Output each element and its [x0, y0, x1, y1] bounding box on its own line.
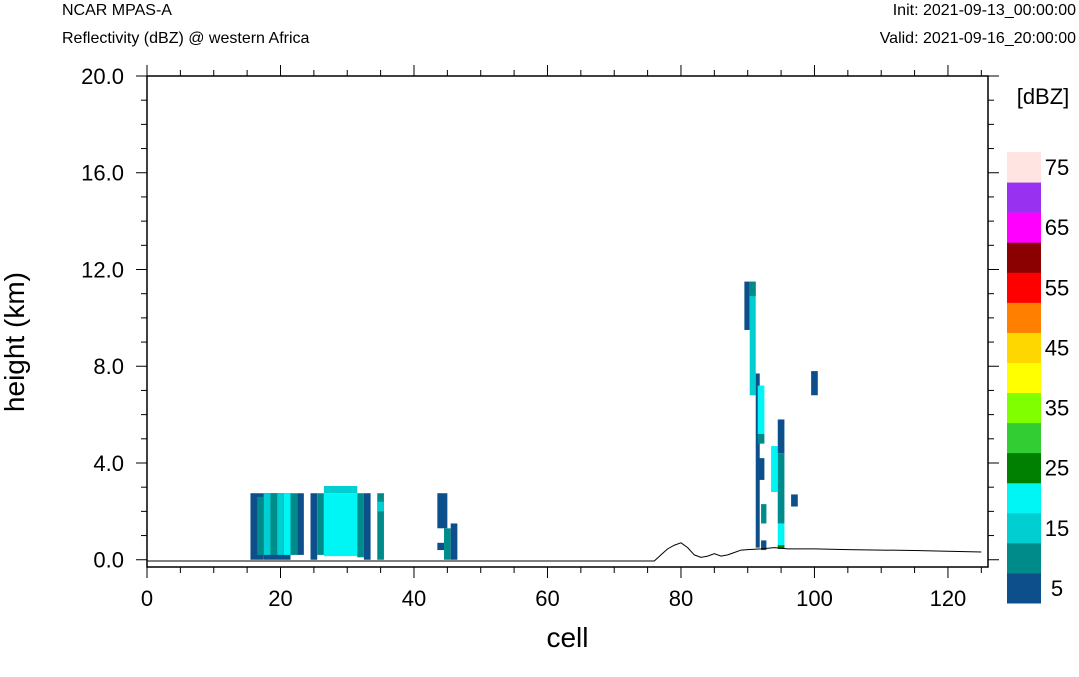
colorbar-swatch [1007, 272, 1041, 303]
colorbar-tick-label: 55 [1045, 275, 1069, 300]
colorbar-tick-label: 35 [1045, 396, 1069, 421]
x-axis-title: cell [546, 622, 588, 653]
reflectivity-cell [749, 281, 756, 297]
reflectivity-cell [270, 493, 278, 555]
reflectivity-cell [257, 496, 264, 555]
colorbar-tick-label: 5 [1051, 576, 1063, 601]
reflectivity-cell [777, 419, 785, 454]
x-axis: 0 20 40 60 80 100 120 [141, 65, 982, 611]
reflectivity-cell [444, 528, 451, 560]
y-tick-label: 16.0 [81, 161, 124, 186]
reflectivity-cell [437, 542, 445, 551]
plot-frame [146, 75, 989, 568]
colorbar-swatch [1007, 212, 1041, 243]
reflectivity-cell [761, 504, 767, 524]
x-tick-label: 20 [268, 586, 292, 611]
valid-time: Valid: 2021-09-16_20:00:00 [879, 30, 1076, 47]
colorbar: 5 15 25 35 45 55 65 75 [dBZ] [1007, 84, 1069, 604]
reflectivity-cell [744, 281, 750, 330]
reflectivity-cell [263, 493, 271, 555]
reflectivity-cell [777, 453, 785, 524]
colorbar-swatch [1007, 362, 1041, 394]
colorbar-swatch [1007, 302, 1041, 333]
reflectivity-cell [323, 493, 358, 557]
x-tick-label: 100 [796, 586, 833, 611]
y-tick-label: 12.0 [81, 257, 124, 282]
reflectivity-cell [310, 493, 318, 560]
colorbar-swatch [1007, 482, 1041, 514]
y-tick-label: 0.0 [93, 548, 124, 573]
colorbar-tick-label: 15 [1045, 516, 1069, 541]
colorbar-title: [dBZ] [1017, 84, 1070, 109]
reflectivity-cell [297, 493, 304, 555]
reflectivity-cell [777, 545, 785, 549]
colorbar-swatch [1007, 392, 1041, 424]
reflectivity-cell [749, 281, 756, 396]
reflectivity-cell [811, 371, 818, 396]
x-tick-label: 0 [141, 586, 153, 611]
terrain-line [147, 542, 982, 562]
reflectivity-cell [283, 493, 291, 555]
colorbar-swatch [1007, 512, 1041, 544]
reflectivity-cell [771, 446, 778, 493]
colorbar-swatch [1007, 422, 1041, 454]
reflectivity-cell [290, 493, 298, 555]
reflectivity-cell [323, 485, 358, 494]
reflectivity-cell [757, 385, 765, 434]
reflectivity-cell [317, 493, 324, 555]
x-tick-label: 80 [669, 586, 693, 611]
colorbar-tick-label: 75 [1045, 155, 1069, 180]
init-time: Init: 2021-09-13_00:00:00 [892, 2, 1076, 19]
y-axis: 0.0 4.0 8.0 12.0 16.0 20.0 [81, 64, 999, 573]
reflectivity-cell [363, 493, 371, 560]
colorbar-swatch [1007, 452, 1041, 484]
x-tick-label: 120 [930, 586, 967, 611]
colorbar-swatch [1007, 542, 1041, 574]
field-title: Reflectivity (dBZ) @ western Africa [62, 30, 310, 47]
y-tick-label: 4.0 [93, 451, 124, 476]
y-axis-title: height (km) [0, 272, 30, 412]
reflectivity-cell [437, 493, 448, 529]
reflectivity-cell [777, 523, 785, 548]
reflectivity-cell [761, 540, 767, 551]
colorbar-tick-label: 45 [1045, 335, 1069, 360]
colorbar-swatch [1007, 152, 1041, 183]
reflectivity-cell [450, 523, 458, 560]
colorbar-tick-label: 25 [1045, 456, 1069, 481]
reflectivity-cell [757, 433, 765, 444]
reflectivity-cell [377, 493, 384, 560]
y-tick-label: 8.0 [93, 354, 124, 379]
reflectivity-cells [250, 281, 818, 560]
reflectivity-cell [277, 493, 284, 555]
colorbar-swatch [1007, 572, 1041, 604]
reflectivity-cell [377, 501, 384, 512]
colorbar-swatch [1007, 182, 1041, 213]
reflectivity-cell [357, 493, 364, 558]
colorbar-tick-label: 65 [1045, 215, 1069, 240]
colorbar-swatch [1007, 332, 1041, 363]
x-tick-label: 40 [402, 586, 426, 611]
colorbar-swatch [1007, 242, 1041, 273]
model-title: NCAR MPAS-A [62, 2, 172, 19]
reflectivity-cell [791, 494, 798, 507]
y-tick-label: 20.0 [81, 64, 124, 89]
reflectivity-cell [757, 458, 765, 480]
x-tick-label: 60 [535, 586, 559, 611]
